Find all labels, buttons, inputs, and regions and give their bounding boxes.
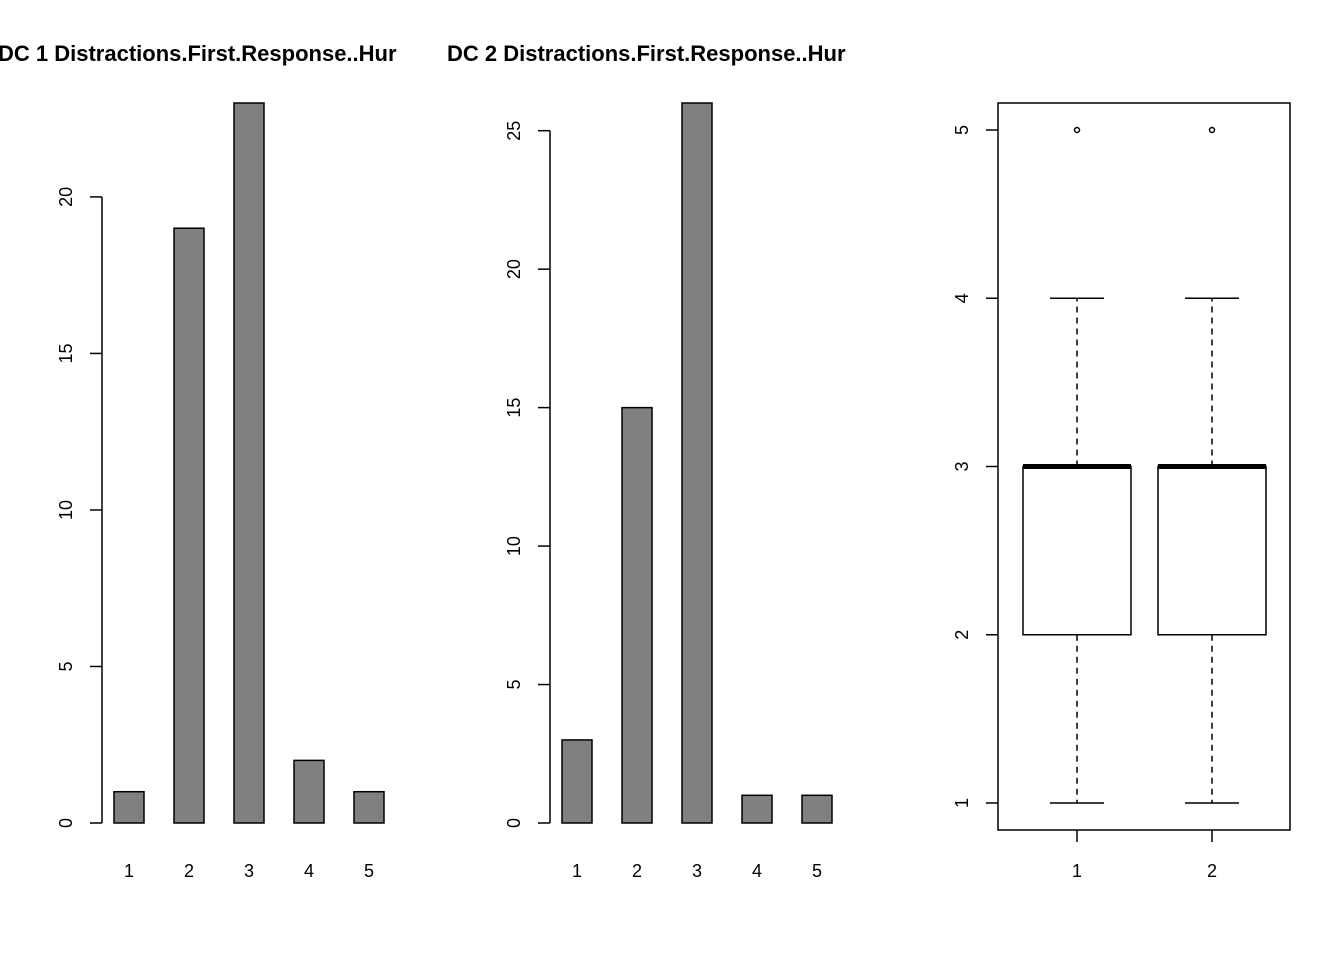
y-tick-label-20: 20 <box>56 187 76 207</box>
x-tick-label-5: 5 <box>364 861 374 881</box>
x-tick-label-4: 4 <box>752 861 762 881</box>
y-tick-label-5: 5 <box>504 680 524 690</box>
y-tick-label-3: 3 <box>952 461 972 471</box>
panel-1-x-labels: 1 2 3 4 5 <box>124 861 374 881</box>
y-tick-label-1: 1 <box>952 798 972 808</box>
x-tick-label-3: 3 <box>244 861 254 881</box>
x-tick-label-3: 3 <box>692 861 702 881</box>
y-tick-label-20: 20 <box>504 259 524 279</box>
y-tick-label-4: 4 <box>952 293 972 303</box>
y-tick-label-15: 15 <box>56 343 76 363</box>
box-2 <box>1157 465 1267 636</box>
x-tick-label-4: 4 <box>304 861 314 881</box>
panel-2-bars <box>561 102 833 824</box>
y-tick-label-5: 5 <box>56 661 76 671</box>
bar-2 <box>173 227 205 824</box>
x-tick-label-2: 2 <box>184 861 194 881</box>
bar-5 <box>353 790 385 824</box>
title-clip-mask <box>897 36 1344 70</box>
y-tick-label-10: 10 <box>56 500 76 520</box>
bar-1 <box>561 739 593 824</box>
outlier-point <box>1208 126 1216 134</box>
y-tick-label-5: 5 <box>952 125 972 135</box>
y-tick-label-25: 25 <box>504 121 524 141</box>
y-tick-label-10: 10 <box>504 536 524 556</box>
bar-4 <box>293 759 325 824</box>
x-tick-label-1: 1 <box>572 861 582 881</box>
x-tick-label-2: 2 <box>1207 861 1217 881</box>
bar-4 <box>741 794 773 824</box>
bar-3 <box>233 102 265 824</box>
bar-5 <box>801 794 833 824</box>
panel-2-x-labels: 1 2 3 4 5 <box>572 861 822 881</box>
boxplot-y-axis: 1 2 3 4 5 <box>952 125 998 808</box>
panel-1-bars <box>113 102 385 824</box>
panel-2-title: DC 2 Distractions.First.Response..Hur <box>447 41 846 66</box>
bar-3 <box>681 102 713 824</box>
boxplot-boxes <box>1022 126 1267 804</box>
x-tick-label-1: 1 <box>124 861 134 881</box>
bar-2 <box>621 406 653 824</box>
bar-1 <box>113 790 145 824</box>
y-tick-label-0: 0 <box>56 818 76 828</box>
panel-2-y-axis: 0 5 10 15 20 25 <box>504 121 551 828</box>
panel-1-y-axis: 0 5 10 15 20 <box>56 187 103 828</box>
box-1 <box>1022 465 1132 636</box>
bar-chart-panel-2: DC 2 Distractions.First.Response..Hur 0 5… <box>446 36 896 881</box>
panel-2-title-backdrop <box>446 36 896 70</box>
y-tick-label-0: 0 <box>504 818 524 828</box>
bar-chart-panel-1: DC 1 Distractions.First.Response..Hur 0 5… <box>0 41 397 881</box>
x-tick-label-1: 1 <box>1072 861 1082 881</box>
outlier-point <box>1073 126 1081 134</box>
x-tick-label-2: 2 <box>632 861 642 881</box>
y-tick-label-2: 2 <box>952 630 972 640</box>
panel-1-title: DC 1 Distractions.First.Response..Hur <box>0 41 397 66</box>
y-tick-label-15: 15 <box>504 398 524 418</box>
x-tick-label-5: 5 <box>812 861 822 881</box>
